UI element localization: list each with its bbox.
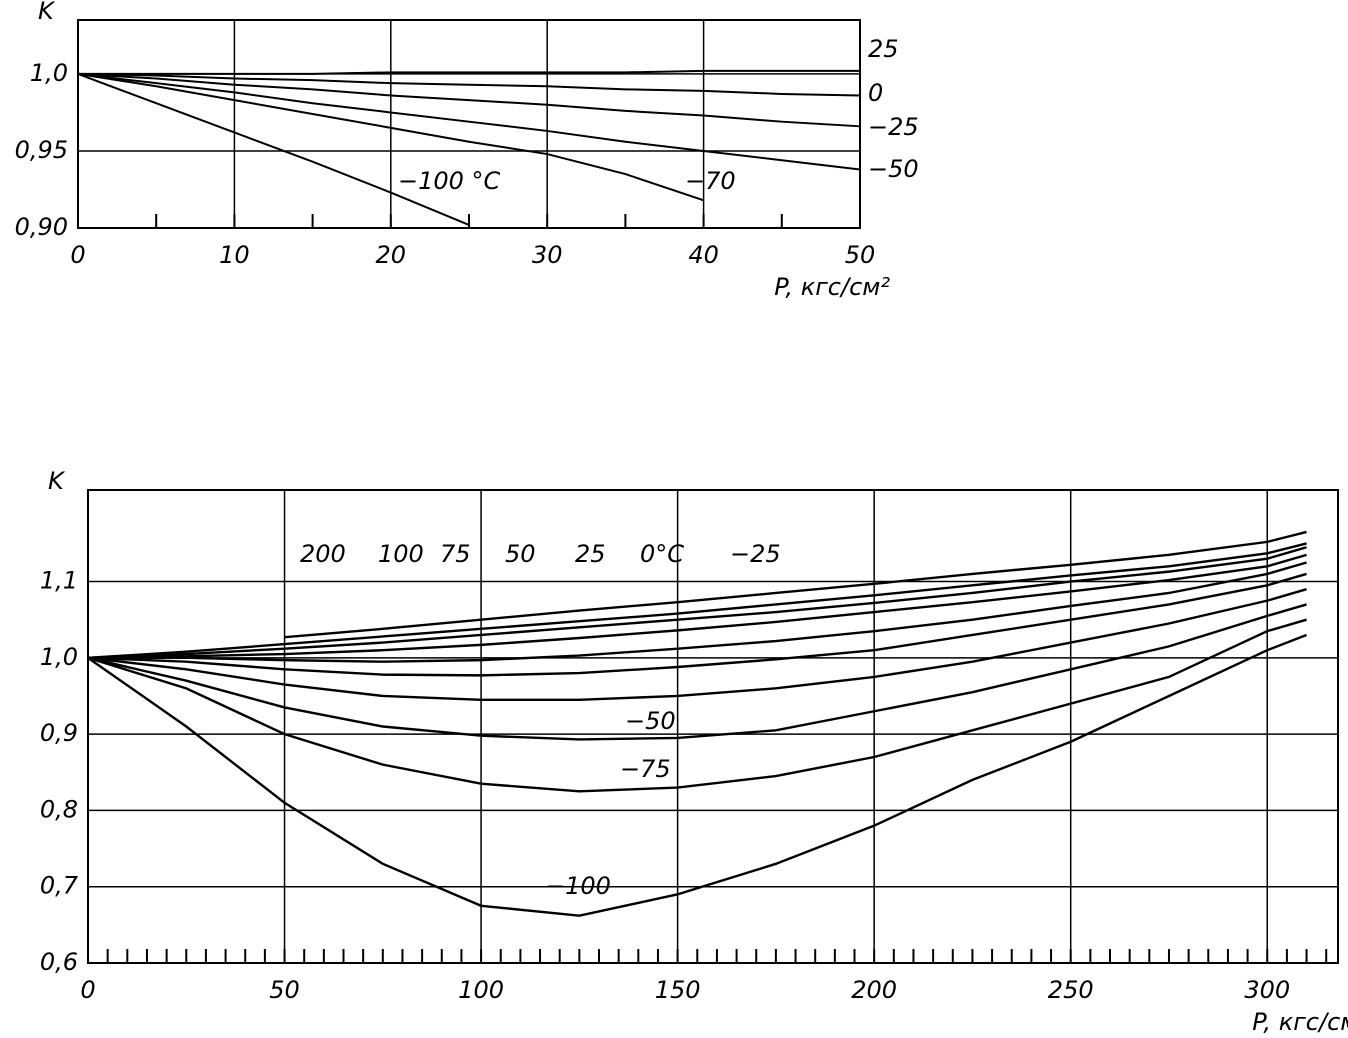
curve-label: −75 <box>620 755 671 783</box>
curve <box>284 530 1307 639</box>
curve <box>87 588 1307 701</box>
curve <box>77 72 861 97</box>
curve <box>77 72 470 226</box>
y-tick-label: 0,8 <box>40 795 78 823</box>
curve <box>77 72 861 128</box>
plot-frame <box>77 19 861 229</box>
x-tick-label: 40 <box>688 241 719 269</box>
y-tick-label: 0,90 <box>15 213 68 241</box>
curve <box>87 572 1307 677</box>
plot-frame <box>87 489 1339 964</box>
curve <box>78 69 860 75</box>
y-axis-label: K <box>38 0 56 25</box>
curve <box>87 546 1307 660</box>
x-tick-label: 300 <box>1244 976 1290 1004</box>
curve-label: 0 <box>868 79 883 107</box>
curve <box>87 542 1307 660</box>
curve <box>87 553 1307 660</box>
x-axis-label: P, кгс/см² <box>774 273 890 301</box>
y-tick-label: 1,0 <box>30 59 68 87</box>
curve <box>87 618 1307 793</box>
curve-label: −100 °C <box>398 167 501 195</box>
curve-label: −70 <box>685 167 736 195</box>
x-tick-label: 200 <box>851 976 897 1004</box>
curve-label: 0°C <box>640 540 684 568</box>
curve <box>77 72 704 202</box>
y-tick-label: 0,9 <box>40 719 78 747</box>
x-tick-label: 100 <box>458 976 504 1004</box>
x-tick-label: 0 <box>70 241 85 269</box>
curve-label: 200 <box>300 540 346 568</box>
y-tick-label: 0,7 <box>40 872 79 900</box>
x-axis-label: P, кгс/см² <box>1252 1008 1348 1036</box>
curve <box>77 72 861 171</box>
x-tick-label: 0 <box>80 976 95 1004</box>
curve-label: 75 <box>440 540 471 568</box>
curve-label: −25 <box>730 540 781 568</box>
y-tick-label: 1,1 <box>40 567 78 595</box>
curve <box>88 561 1307 663</box>
y-tick-label: 0,6 <box>40 948 78 976</box>
x-tick-label: 250 <box>1048 976 1094 1004</box>
curve-label: −50 <box>868 155 919 183</box>
curve-label: 25 <box>575 540 606 568</box>
x-tick-label: 10 <box>219 241 250 269</box>
y-tick-label: 1,0 <box>40 643 78 671</box>
curve-label: −50 <box>625 707 676 735</box>
x-tick-label: 50 <box>269 976 300 1004</box>
x-tick-label: 50 <box>845 241 876 269</box>
curve <box>87 633 1307 917</box>
curve-label: −100 <box>545 872 611 900</box>
y-tick-label: 0,95 <box>15 136 68 164</box>
curve <box>87 603 1307 741</box>
curve-label: −25 <box>868 113 919 141</box>
y-axis-label: K <box>48 467 66 495</box>
x-tick-label: 150 <box>655 976 701 1004</box>
curve-label: 50 <box>505 540 536 568</box>
x-tick-label: 20 <box>376 241 407 269</box>
x-tick-label: 30 <box>532 241 563 269</box>
curve-label: 100 <box>378 540 424 568</box>
curve-label: 25 <box>868 35 899 63</box>
